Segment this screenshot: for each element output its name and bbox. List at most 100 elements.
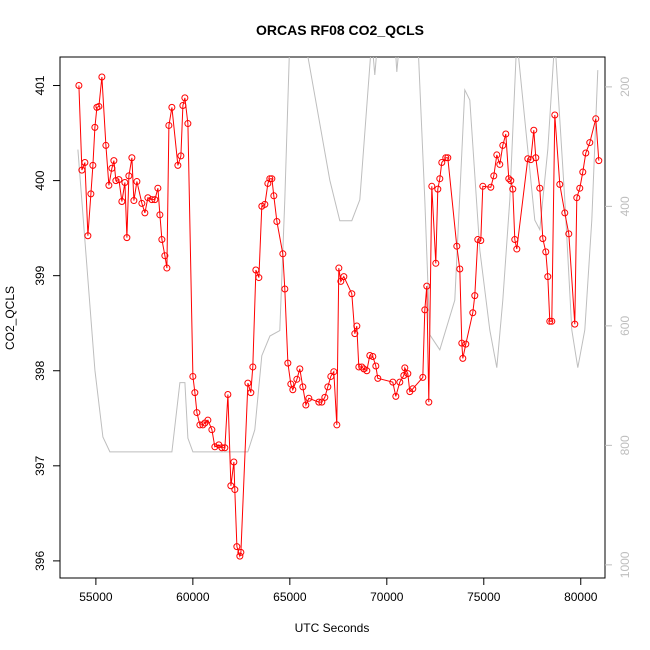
data-point (128, 154, 136, 162)
data-point (168, 103, 176, 111)
data-point (409, 385, 417, 393)
data-point (144, 194, 152, 202)
data-point (218, 444, 226, 452)
data-point (436, 175, 444, 183)
data-point (273, 217, 281, 225)
data-point (184, 120, 192, 128)
data-point (181, 94, 189, 102)
data-point (81, 159, 89, 167)
data-point (293, 375, 301, 383)
data-point (524, 155, 532, 163)
data-point (95, 102, 103, 110)
y2-tick-label: 600 (618, 316, 632, 336)
data-point (340, 273, 348, 281)
data-point (193, 409, 201, 417)
data-point (321, 393, 329, 401)
data-point (236, 552, 244, 560)
data-point (161, 252, 169, 260)
data-point (573, 194, 581, 202)
data-point (154, 184, 162, 192)
x-tick-label: 65000 (273, 590, 307, 604)
y2-tick-label: 1000 (618, 551, 632, 578)
data-point (249, 363, 257, 371)
data-point (224, 391, 232, 399)
data-point (434, 185, 442, 193)
data-point (148, 196, 156, 204)
data-point (87, 190, 95, 198)
data-point (544, 273, 552, 281)
data-point (389, 378, 397, 386)
data-point (227, 482, 235, 490)
data-point (444, 154, 452, 162)
data-point (84, 232, 92, 240)
y-tick-label: 396 (33, 551, 47, 571)
y-tick-label: 400 (33, 170, 47, 190)
data-point (204, 416, 212, 424)
data-line (78, 76, 600, 558)
data-point (546, 317, 554, 325)
data-point (586, 139, 594, 147)
data-point (279, 250, 287, 258)
data-point (595, 157, 603, 165)
x-tick-label: 80000 (564, 590, 598, 604)
data-point (551, 111, 559, 119)
data-point (98, 73, 106, 81)
data-point (548, 317, 556, 325)
data-point (330, 368, 338, 376)
data-point (121, 178, 129, 186)
data-point (130, 197, 138, 205)
data-point (230, 458, 238, 466)
data-point (509, 185, 517, 193)
data-point (458, 339, 466, 347)
data-point (270, 192, 278, 200)
data-point (138, 199, 146, 207)
data-point (404, 370, 412, 378)
data-point (112, 177, 120, 185)
y-tick-label: 399 (33, 265, 47, 285)
data-point (496, 160, 504, 168)
data-point (141, 209, 149, 217)
data-point (247, 389, 255, 397)
data-point (536, 184, 544, 192)
data-point (177, 152, 185, 160)
data-point (118, 198, 126, 206)
data-point (421, 306, 429, 314)
data-point (289, 386, 297, 394)
data-point (505, 175, 513, 183)
data-point (165, 121, 173, 129)
data-point (237, 548, 245, 556)
data-point (335, 264, 343, 272)
data-point (358, 363, 366, 371)
data-point (490, 172, 498, 180)
y-tick-label: 397 (33, 455, 47, 475)
data-point (133, 178, 141, 186)
data-point (542, 248, 550, 256)
data-point (333, 421, 341, 429)
data-point (423, 282, 431, 290)
data-point (244, 379, 252, 387)
data-point (158, 236, 166, 244)
x-tick-label: 75000 (467, 590, 501, 604)
data-point (366, 352, 374, 360)
data-point (479, 182, 487, 190)
data-point (189, 372, 197, 380)
data-point (582, 149, 590, 157)
data-point (261, 200, 269, 208)
data-point (102, 141, 110, 149)
data-point (487, 183, 495, 191)
data-point (579, 168, 587, 176)
data-point (353, 322, 361, 330)
data-point (255, 274, 263, 282)
data-point (442, 154, 450, 162)
data-point (396, 378, 404, 386)
data-point (576, 184, 584, 192)
data-point (91, 123, 99, 131)
data-point (565, 230, 573, 238)
data-point (539, 235, 547, 243)
data-point (432, 259, 440, 267)
data-point (110, 157, 118, 165)
data-point (499, 141, 507, 149)
y2-tick-label: 400 (618, 196, 632, 216)
data-point (252, 266, 260, 274)
data-point (305, 394, 313, 402)
